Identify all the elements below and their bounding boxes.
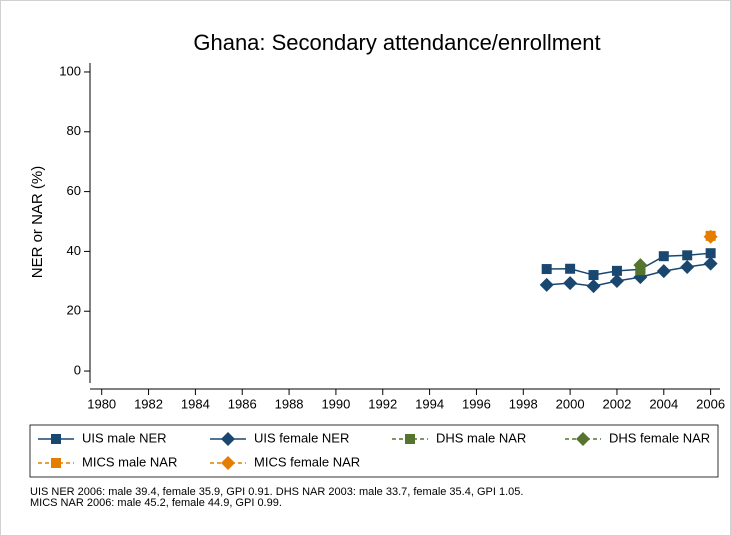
marker <box>563 276 578 291</box>
marker <box>703 229 718 244</box>
x-tick-label: 1986 <box>228 396 257 411</box>
marker <box>586 279 601 294</box>
x-tick-label: 1984 <box>181 396 210 411</box>
marker <box>565 263 576 274</box>
x-tick-label: 1996 <box>462 396 491 411</box>
marker <box>51 434 61 444</box>
x-tick-label: 1990 <box>321 396 350 411</box>
marker <box>703 256 718 271</box>
x-tick-label: 2006 <box>696 396 725 411</box>
marker <box>51 458 61 468</box>
x-tick-label: 2000 <box>556 396 585 411</box>
y-tick-label: 100 <box>59 63 81 78</box>
marker <box>609 274 624 289</box>
legend-label: DHS female NAR <box>609 430 710 445</box>
x-tick-label: 1994 <box>415 396 444 411</box>
y-tick-label: 40 <box>67 243 81 258</box>
y-tick-label: 60 <box>67 183 81 198</box>
x-tick-label: 1998 <box>509 396 538 411</box>
chart-title: Ghana: Secondary attendance/enrollment <box>193 30 600 55</box>
marker <box>539 277 554 292</box>
marker <box>221 456 235 470</box>
legend-box <box>29 424 719 478</box>
marker <box>541 264 552 275</box>
legend-label: MICS female NAR <box>254 454 360 469</box>
marker <box>682 250 693 261</box>
note: UIS NER 2006: male 39.4, female 35.9, GP… <box>30 486 523 498</box>
marker <box>658 251 669 262</box>
marker <box>588 270 599 281</box>
marker <box>405 434 415 444</box>
marker <box>221 432 235 446</box>
marker <box>611 265 622 276</box>
marker <box>656 264 671 279</box>
x-tick-label: 2002 <box>602 396 631 411</box>
legend-label: DHS male NAR <box>436 430 526 445</box>
y-tick-label: 0 <box>74 362 81 377</box>
x-tick-label: 1988 <box>275 396 304 411</box>
x-tick-label: 1980 <box>87 396 116 411</box>
marker <box>680 259 695 274</box>
y-tick-label: 20 <box>67 303 81 318</box>
marker <box>633 258 648 273</box>
x-tick-label: 2004 <box>649 396 678 411</box>
y-tick-label: 80 <box>67 123 81 138</box>
marker <box>576 432 590 446</box>
legend-label: MICS male NAR <box>82 454 177 469</box>
legend-label: UIS male NER <box>82 430 167 445</box>
y-axis-label: NER or NAR (%) <box>29 166 46 279</box>
marker <box>705 248 716 259</box>
x-tick-label: 1982 <box>134 396 163 411</box>
note: MICS NAR 2006: male 45.2, female 44.9, G… <box>30 497 282 509</box>
x-tick-label: 1992 <box>368 396 397 411</box>
legend-label: UIS female NER <box>254 430 349 445</box>
